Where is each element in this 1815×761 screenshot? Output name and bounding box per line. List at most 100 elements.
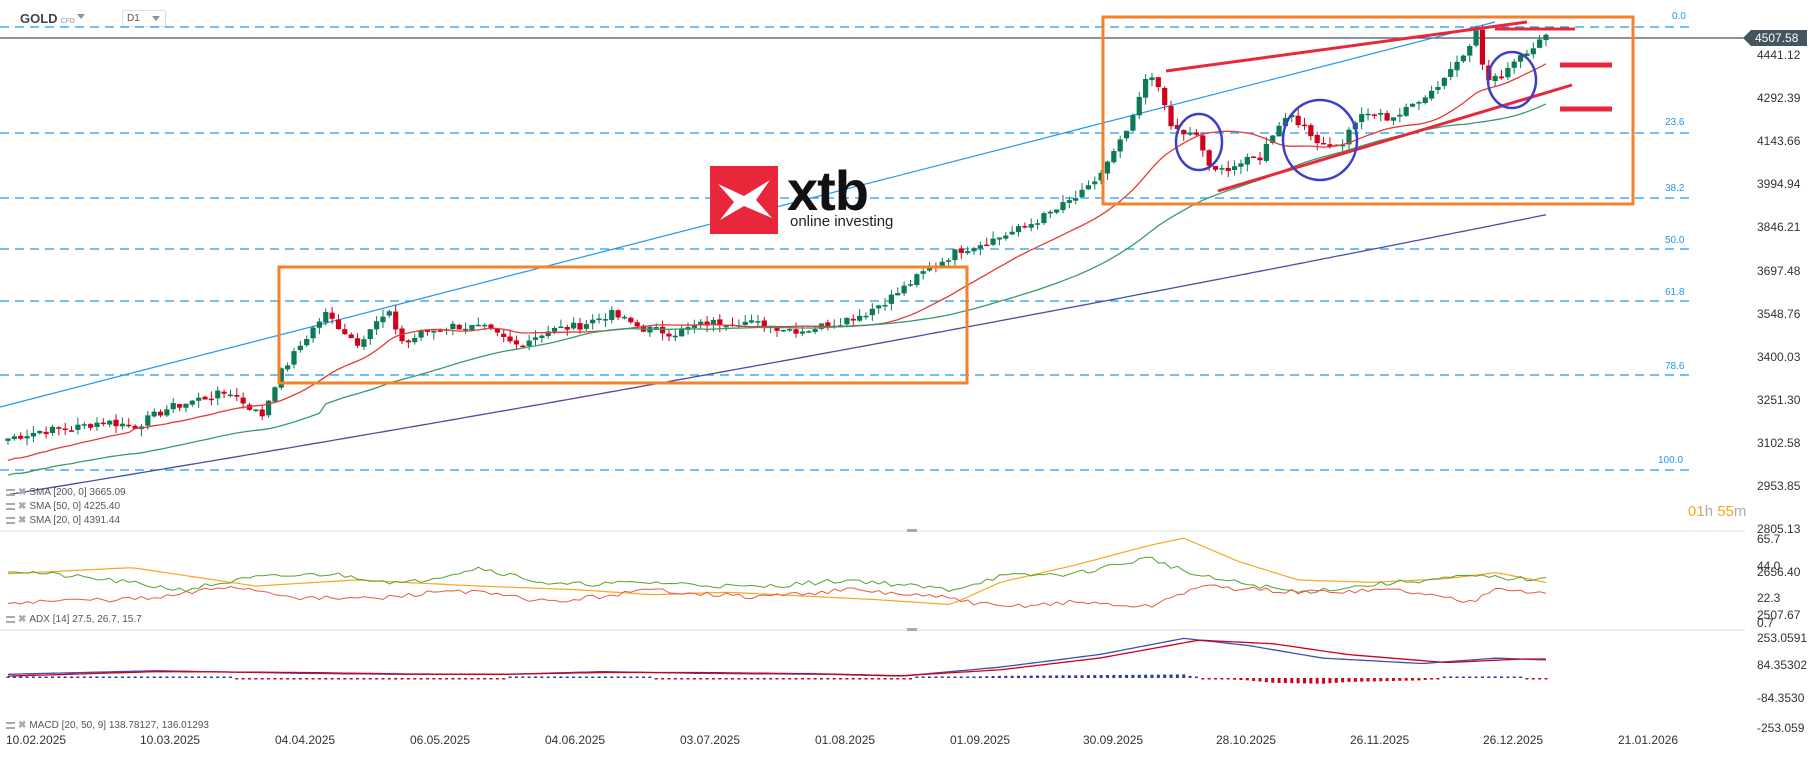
close-icon[interactable]: ✖ <box>18 501 27 512</box>
candle-up <box>545 331 551 337</box>
candle-up <box>1473 30 1479 46</box>
candle-up <box>310 327 316 339</box>
price-tick: 3400.03 <box>1757 349 1801 364</box>
macd-histogram-bar <box>1391 678 1395 681</box>
candle-up <box>1454 61 1460 71</box>
candle-up <box>1505 67 1511 78</box>
candle-up <box>1422 97 1428 103</box>
menu-icon[interactable] <box>6 502 15 510</box>
macd-histogram-bar <box>1353 678 1357 682</box>
candle-up <box>1365 113 1371 116</box>
macd-histogram-bar <box>578 676 582 678</box>
close-icon[interactable]: ✖ <box>18 614 27 625</box>
macd-histogram-bar <box>1010 675 1014 678</box>
macd-histogram-bar <box>870 678 874 680</box>
macd-histogram-bar <box>203 676 207 678</box>
pane-resize-handle <box>907 628 917 631</box>
candle-up <box>1111 151 1117 163</box>
macd-histogram-bar <box>375 678 379 680</box>
macd-histogram-bar <box>896 678 900 680</box>
candle-down <box>424 330 431 332</box>
candle-down <box>488 324 494 329</box>
candle-up <box>469 325 475 331</box>
candle-up <box>1238 163 1244 167</box>
legend-sma20[interactable]: ✖ SMA [20, 0] 4391.44 <box>6 515 120 526</box>
candle-up <box>583 324 589 329</box>
macd-histogram-bar <box>425 678 429 680</box>
macd-histogram-bar <box>317 678 321 680</box>
macd-histogram-bar <box>464 678 468 680</box>
candle-up <box>412 337 418 343</box>
macd-histogram-bar <box>1201 678 1205 680</box>
macd-histogram-bar <box>1290 678 1294 684</box>
candle-down <box>793 329 799 334</box>
macd-histogram-bar <box>622 676 626 678</box>
candle-up <box>787 329 793 331</box>
menu-icon[interactable] <box>6 721 15 729</box>
candle-down <box>1327 144 1333 147</box>
macd-histogram-bar <box>209 676 213 678</box>
macd-histogram-bar <box>400 678 404 680</box>
candle-up <box>1403 106 1409 116</box>
legend-sma50[interactable]: ✖ SMA [50, 0] 4225.40 <box>6 501 120 512</box>
adx-tick: 65.7 <box>1757 532 1781 546</box>
menu-icon[interactable] <box>6 516 15 524</box>
macd-histogram-bar <box>1188 675 1192 678</box>
macd-histogram-bar <box>1341 678 1345 683</box>
close-icon[interactable]: ✖ <box>18 515 27 526</box>
candle-up <box>1003 235 1009 239</box>
candle-up <box>1263 143 1269 161</box>
candle-up <box>672 335 678 338</box>
legend-macd[interactable]: ✖ MACD [20, 50, 9] 138.78127, 136.01293 <box>6 720 209 731</box>
candle-up <box>876 305 882 309</box>
macd-histogram-bar <box>1036 675 1040 678</box>
candle-down <box>666 333 672 337</box>
date-tick: 04.04.2025 <box>275 733 336 747</box>
macd-histogram-bar <box>908 678 912 680</box>
candle-up <box>1092 181 1098 185</box>
macd-histogram-bar <box>1029 675 1033 678</box>
macd-histogram-bar <box>57 676 61 678</box>
legend-adx[interactable]: ✖ ADX [14] 27.5, 26.7, 15.7 <box>6 614 142 625</box>
menu-icon[interactable] <box>6 615 15 623</box>
macd-histogram-bar <box>152 676 156 678</box>
macd-histogram-bar <box>928 676 932 678</box>
menu-icon[interactable] <box>6 488 15 496</box>
lower-trendline <box>1217 83 1573 193</box>
macd-histogram-bar <box>25 676 29 678</box>
macd-histogram-bar <box>1220 678 1224 680</box>
macd-histogram-bar <box>661 678 665 680</box>
macd-histogram-bar <box>216 676 220 678</box>
pane-resize-handle <box>907 529 917 532</box>
candle-down <box>507 336 513 342</box>
macd-histogram-bar <box>1137 674 1141 678</box>
legend-sma200[interactable]: ✖ SMA [200, 0] 3665.09 <box>6 487 126 498</box>
macd-histogram-bar <box>1277 678 1281 683</box>
symbol-selector[interactable]: GOLD CFD <box>20 11 75 26</box>
candle-up <box>551 327 558 332</box>
macd-histogram-bar <box>527 676 531 678</box>
date-tick: 30.09.2025 <box>1083 733 1144 747</box>
macd-histogram-bar <box>1125 674 1129 678</box>
candle-up <box>748 320 755 323</box>
macd-histogram-bar <box>1061 675 1065 678</box>
close-icon[interactable]: ✖ <box>18 487 27 498</box>
candle-up <box>1047 211 1053 214</box>
pullback-circle <box>1174 112 1224 172</box>
candle-down <box>1498 76 1505 79</box>
macd-histogram-bar <box>44 676 48 678</box>
candle-up <box>291 351 297 365</box>
macd-histogram-bar <box>292 678 296 680</box>
candle-down <box>564 327 570 330</box>
macd-histogram-bar <box>597 676 601 678</box>
chevron-down-icon[interactable] <box>77 14 85 19</box>
date-tick: 10.02.2025 <box>6 733 67 747</box>
candle-up <box>386 311 392 316</box>
candle-down <box>1320 142 1327 145</box>
candle-up <box>532 337 539 340</box>
price-tick: 3251.30 <box>1757 392 1801 407</box>
candle-up <box>1517 55 1524 62</box>
close-icon[interactable]: ✖ <box>18 720 27 731</box>
candle-up <box>81 424 87 426</box>
